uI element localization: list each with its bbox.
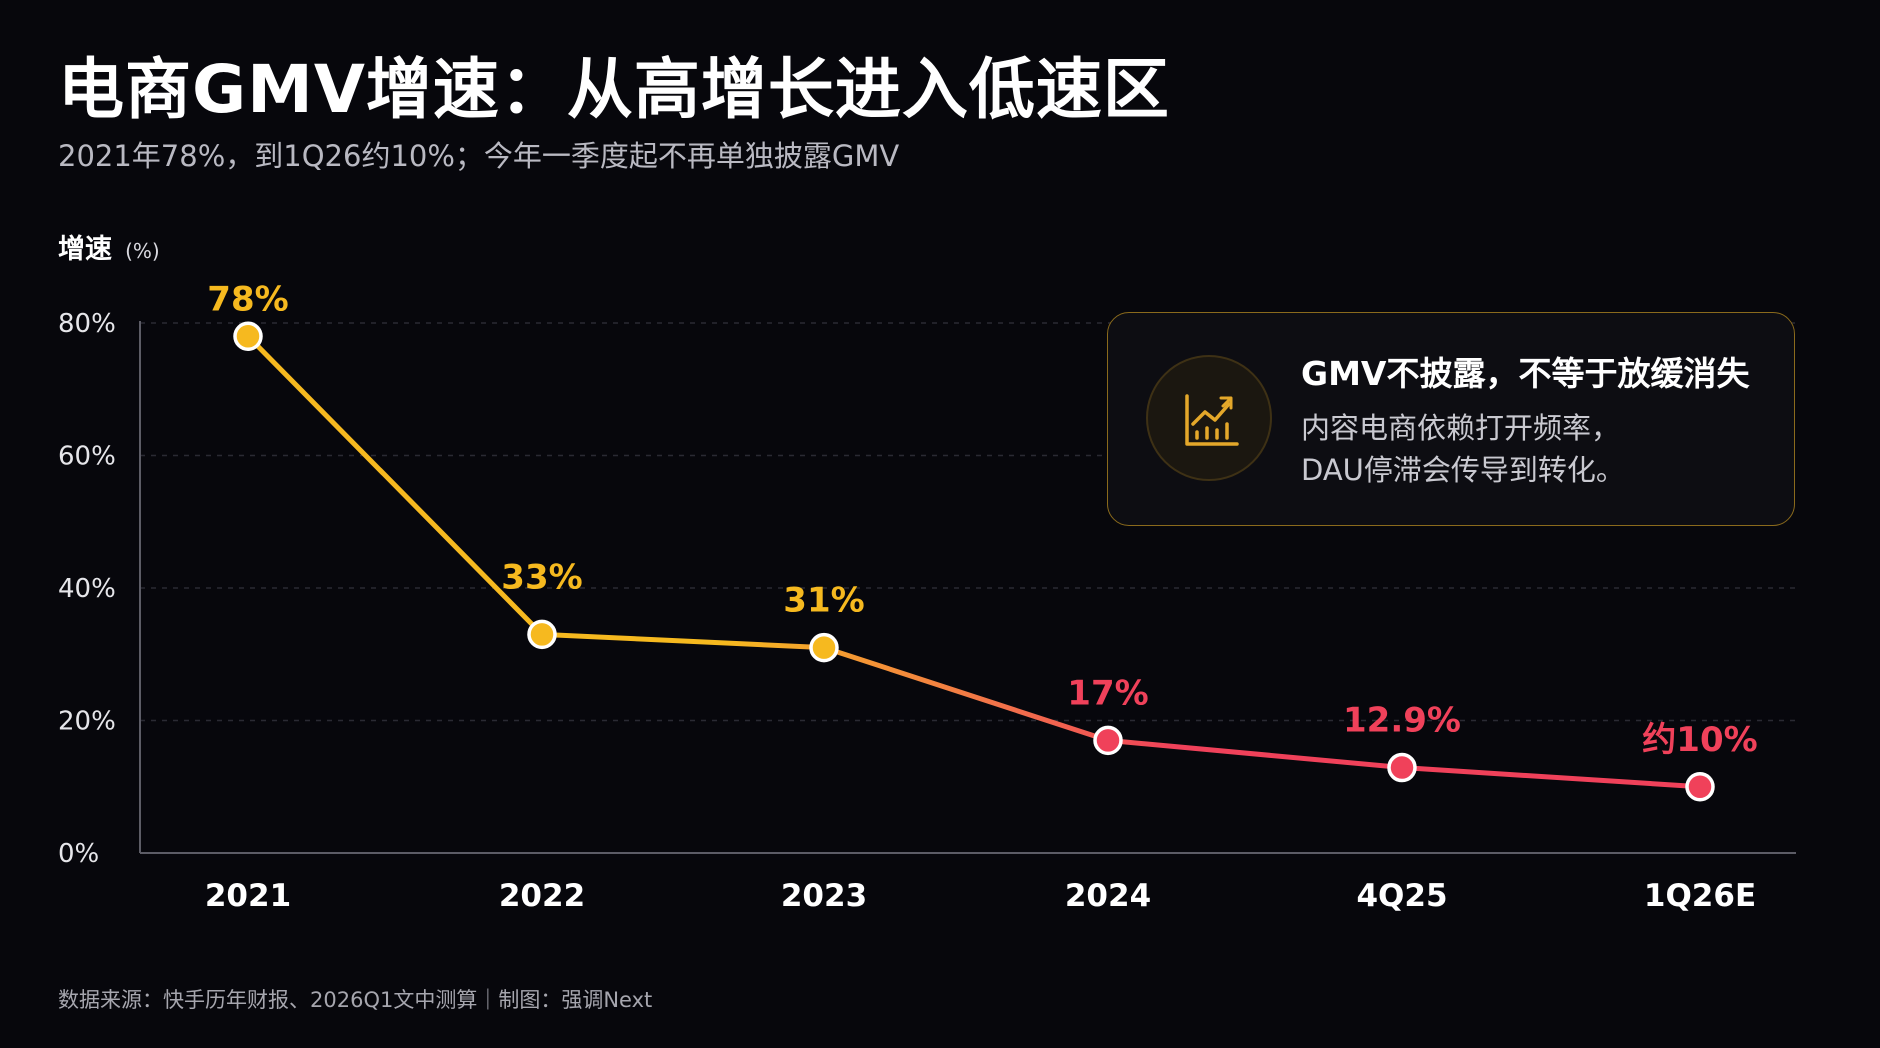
data-label: 17% [1067, 673, 1148, 713]
x-axis-ticks: 2021 2022 2023 2024 4Q25 1Q26E [205, 878, 1756, 914]
y-axis-label: 增速 [58, 233, 112, 265]
y-tick-label: 0% [58, 839, 99, 869]
data-label: 12.9% [1343, 701, 1461, 741]
insight-callout: GMV不披露，不等于放缓消失 内容电商依赖打开频率， DAU停滞会传导到转化。 [1107, 312, 1795, 526]
y-axis-unit: (%) [125, 239, 160, 263]
chart-trend-icon [1146, 355, 1272, 481]
data-point [809, 632, 839, 663]
y-axis-title: 增速 (%) [58, 233, 160, 265]
data-point [233, 321, 263, 351]
page-subtitle: 2021年78%，到1Q26约10%；今年一季度起不再单独披露GMV [58, 139, 900, 173]
source-footnote: 数据来源：快手历年财报、2026Q1文中测算｜制图：强调Next [58, 988, 653, 1012]
y-axis-ticks: 0% 20% 40% 60% 80% [58, 309, 116, 869]
x-tick-label: 2021 [205, 878, 291, 914]
x-tick-label: 4Q25 [1356, 878, 1447, 914]
x-tick-label: 2024 [1065, 878, 1151, 914]
data-label: 33% [501, 557, 582, 597]
data-point [527, 619, 557, 650]
x-tick-label: 2022 [499, 878, 585, 914]
x-tick-label: 1Q26E [1644, 878, 1756, 914]
callout-text: 内容电商依赖打开频率， DAU停滞会传导到转化。 [1301, 407, 1625, 491]
data-labels: 78% 33% 31% 17% 12.9% 约10% [207, 279, 1757, 760]
growth-series-line [245, 333, 1703, 790]
data-point [1387, 752, 1417, 783]
callout-title: GMV不披露，不等于放缓消失 [1301, 354, 1750, 393]
callout-line-1: 内容电商依赖打开频率， [1301, 411, 1621, 445]
data-points [233, 321, 1715, 802]
data-label: 31% [783, 581, 864, 621]
data-label: 约10% [1642, 720, 1757, 760]
y-tick-label: 20% [58, 707, 116, 737]
page-title: 电商GMV增速：从高增长进入低速区 [58, 51, 1170, 128]
y-tick-label: 40% [58, 574, 116, 604]
data-label: 78% [207, 279, 288, 319]
x-tick-label: 2023 [781, 878, 867, 914]
y-tick-label: 80% [58, 309, 116, 339]
data-point [1093, 725, 1123, 756]
callout-line-2: DAU停滞会传导到转化。 [1301, 453, 1625, 487]
y-tick-label: 60% [58, 442, 116, 472]
data-point [1685, 772, 1715, 802]
